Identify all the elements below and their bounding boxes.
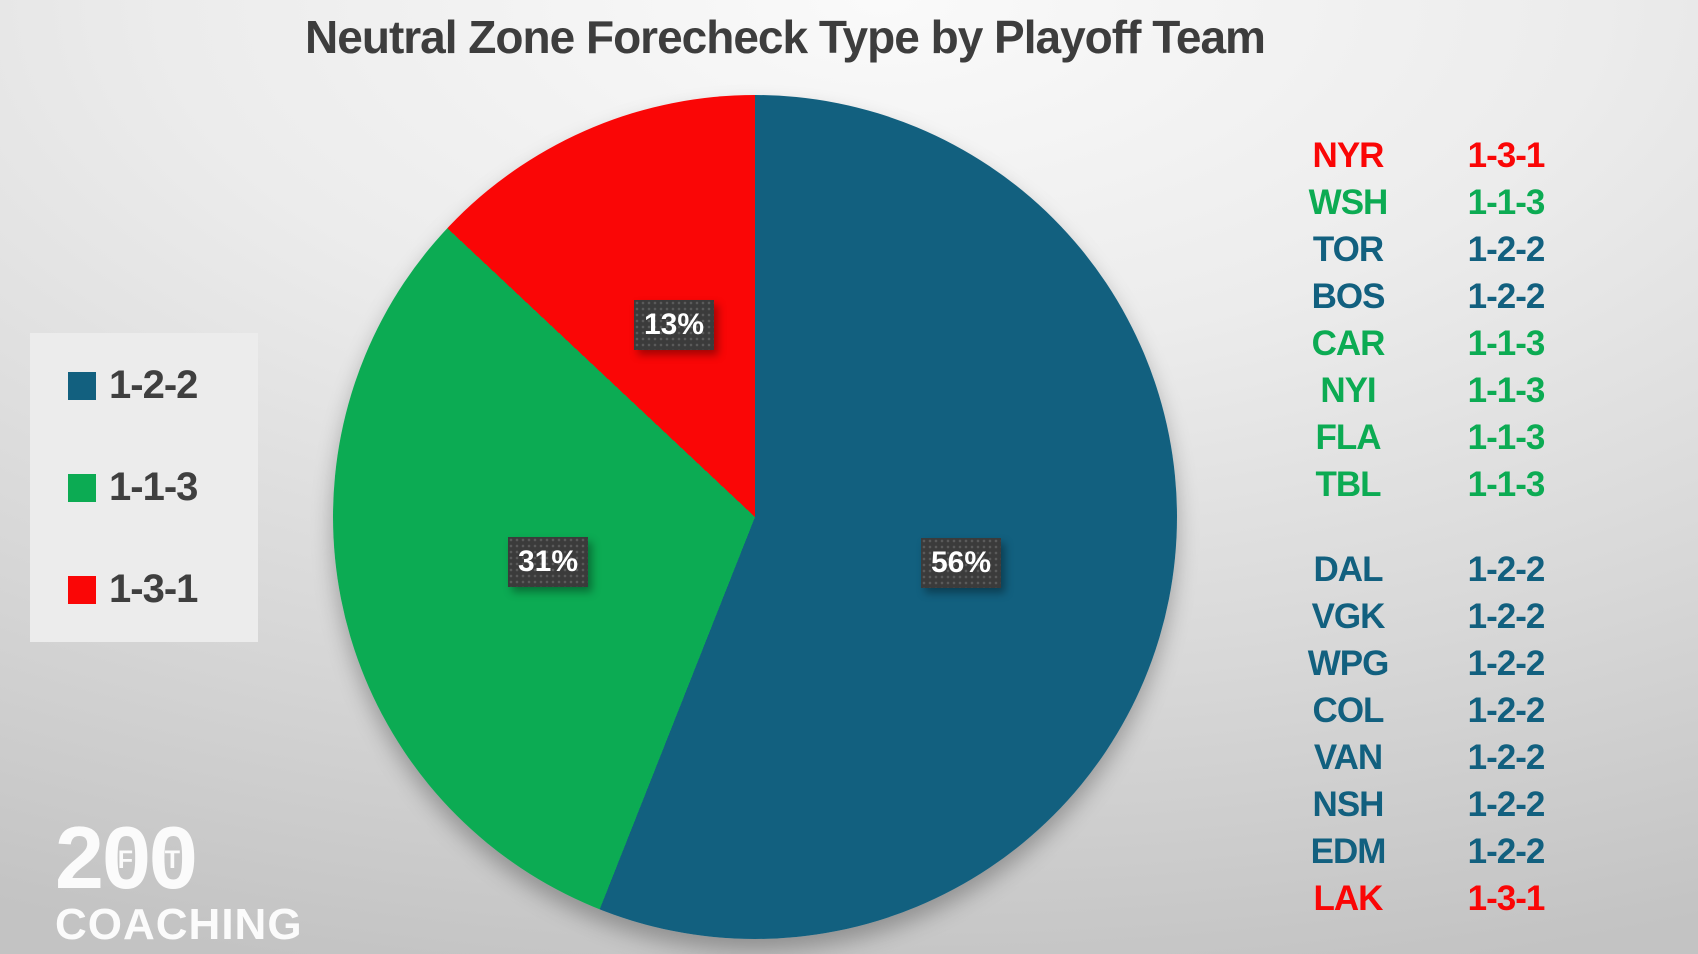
team-row: NYR 1-3-1 <box>1280 132 1576 179</box>
200ft-coaching-logo: 2 0 F 0 T COACHING <box>55 808 303 949</box>
team-forecheck: 1-2-2 <box>1467 596 1546 636</box>
team-row: FLA 1-1-3 <box>1280 414 1576 461</box>
team-abbr: VGK <box>1311 596 1386 636</box>
team-group: DAL 1-2-2 VGK 1-2-2 WPG 1-2-2 COL 1-2-2 VAN 1-2-2… <box>1280 546 1576 922</box>
legend-label: 1-2-2 <box>109 363 198 407</box>
logo-zero-digit: 0 <box>101 808 151 907</box>
legend-swatch-blue <box>68 371 96 400</box>
legend-label: 1-3-1 <box>109 567 198 611</box>
team-row: VGK 1-2-2 <box>1280 593 1576 640</box>
team-forecheck: 1-1-3 <box>1467 323 1546 363</box>
team-forecheck: 1-2-2 <box>1467 737 1546 777</box>
team-forecheck: 1-1-3 <box>1467 370 1546 410</box>
pie-data-label-1-3-1: 13% <box>634 300 714 350</box>
legend-label: 1-1-3 <box>109 465 198 509</box>
team-abbr: NYI <box>1320 370 1376 410</box>
team-abbr: BOS <box>1311 276 1386 316</box>
team-row: NSH 1-2-2 <box>1280 781 1576 828</box>
pie-data-label-1-1-3: 31% <box>508 537 588 587</box>
pie-data-label-1-2-2: 56% <box>921 538 1001 588</box>
team-abbr: COL <box>1312 690 1385 730</box>
team-forecheck: 1-2-2 <box>1467 229 1546 269</box>
team-abbr: LAK <box>1313 878 1384 918</box>
team-abbr: NYR <box>1312 135 1385 175</box>
legend-item-1-2-2: 1-2-2 <box>68 363 258 408</box>
team-forecheck: 1-3-1 <box>1467 135 1546 175</box>
team-row: TOR 1-2-2 <box>1280 226 1576 273</box>
team-row: COL 1-2-2 <box>1280 687 1576 734</box>
legend-swatch-red <box>68 575 96 604</box>
legend-swatch-green <box>68 473 96 502</box>
team-forecheck: 1-2-2 <box>1467 690 1546 730</box>
logo-letter-t: T <box>164 846 181 875</box>
team-abbr: NSH <box>1312 784 1385 824</box>
logo-letter-f: F <box>117 846 134 875</box>
logo-zero-f: 0 F <box>102 814 151 902</box>
team-abbr: TBL <box>1315 464 1381 504</box>
logo-number: 2 0 F 0 T <box>55 808 303 907</box>
team-forecheck: 1-1-3 <box>1467 417 1546 457</box>
legend-item-1-3-1: 1-3-1 <box>68 567 258 612</box>
team-forecheck-table: NYR 1-3-1 WSH 1-1-3 TOR 1-2-2 BOS 1-2-2 CAR 1-1-3… <box>1280 132 1576 922</box>
team-forecheck: 1-1-3 <box>1467 464 1546 504</box>
pie-chart <box>333 95 1177 939</box>
legend-item-1-1-3: 1-1-3 <box>68 465 258 510</box>
team-abbr: WPG <box>1307 643 1390 683</box>
team-abbr: EDM <box>1310 831 1387 871</box>
team-row: TBL 1-1-3 <box>1280 461 1576 508</box>
team-abbr: DAL <box>1313 549 1384 589</box>
team-row: LAK 1-3-1 <box>1280 875 1576 922</box>
logo-zero-t: 0 T <box>149 814 198 902</box>
team-forecheck: 1-2-2 <box>1467 276 1546 316</box>
team-forecheck: 1-3-1 <box>1467 878 1546 918</box>
team-abbr: TOR <box>1312 229 1384 269</box>
team-forecheck: 1-2-2 <box>1467 784 1546 824</box>
team-abbr: WSH <box>1308 182 1389 222</box>
team-abbr: CAR <box>1311 323 1386 363</box>
team-row: WPG 1-2-2 <box>1280 640 1576 687</box>
team-row: DAL 1-2-2 <box>1280 546 1576 593</box>
team-row: NYI 1-1-3 <box>1280 367 1576 414</box>
logo-zero-digit: 0 <box>148 808 198 907</box>
team-row: VAN 1-2-2 <box>1280 734 1576 781</box>
logo-subtitle: COACHING <box>55 900 303 949</box>
team-row: WSH 1-1-3 <box>1280 179 1576 226</box>
team-abbr: FLA <box>1315 417 1381 457</box>
team-forecheck: 1-2-2 <box>1467 549 1546 589</box>
logo-digit-2: 2 <box>55 808 104 907</box>
chart-title: Neutral Zone Forecheck Type by Playoff T… <box>305 11 1266 63</box>
team-forecheck: 1-2-2 <box>1467 643 1546 683</box>
team-abbr: VAN <box>1313 737 1383 777</box>
legend-panel: 1-2-2 1-1-3 1-3-1 <box>30 333 258 642</box>
team-row: EDM 1-2-2 <box>1280 828 1576 875</box>
team-row: BOS 1-2-2 <box>1280 273 1576 320</box>
team-group: NYR 1-3-1 WSH 1-1-3 TOR 1-2-2 BOS 1-2-2 CAR 1-1-3… <box>1280 132 1576 508</box>
team-row: CAR 1-1-3 <box>1280 320 1576 367</box>
team-forecheck: 1-1-3 <box>1467 182 1546 222</box>
team-forecheck: 1-2-2 <box>1467 831 1546 871</box>
